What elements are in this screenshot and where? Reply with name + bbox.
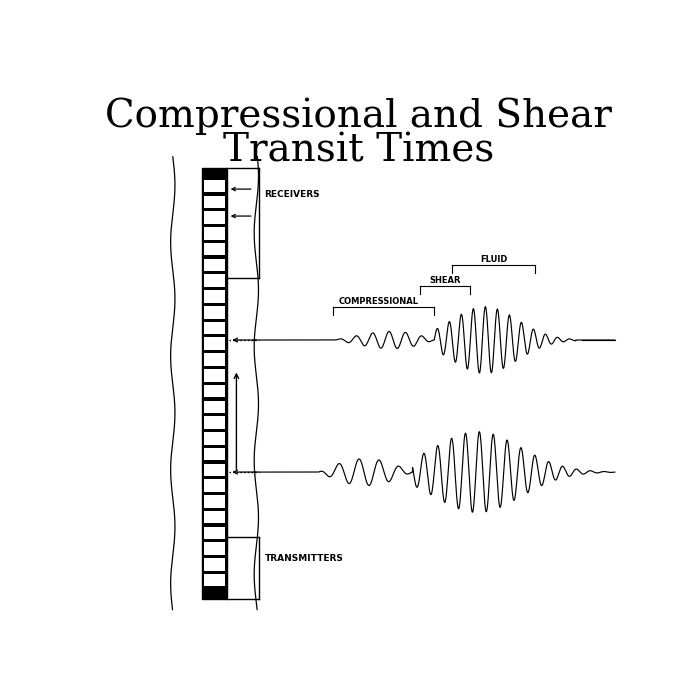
Bar: [204, 243, 225, 256]
Bar: [202, 167, 227, 598]
Bar: [204, 211, 225, 224]
Bar: [204, 480, 225, 492]
Bar: [204, 385, 225, 398]
Text: RECEIVERS: RECEIVERS: [265, 190, 320, 199]
Bar: [204, 354, 225, 366]
Bar: [204, 526, 225, 539]
Bar: [204, 400, 225, 413]
Bar: [204, 369, 225, 382]
Bar: [204, 196, 225, 208]
Bar: [204, 416, 225, 429]
Bar: [204, 432, 225, 444]
Bar: [204, 511, 225, 524]
Bar: [204, 542, 225, 555]
Text: Compressional and Shear: Compressional and Shear: [105, 97, 612, 135]
Text: COMPRESSIONAL: COMPRESSIONAL: [338, 297, 419, 306]
Bar: [204, 274, 225, 287]
Bar: [204, 558, 225, 570]
Bar: [204, 180, 225, 193]
Bar: [204, 574, 225, 587]
Text: FLUID: FLUID: [480, 255, 508, 264]
Bar: [204, 448, 225, 461]
Text: TRANSMITTERS: TRANSMITTERS: [265, 554, 343, 563]
Bar: [204, 463, 225, 476]
Bar: [204, 322, 225, 335]
Bar: [204, 228, 225, 239]
Bar: [204, 495, 225, 508]
Text: SHEAR: SHEAR: [429, 276, 461, 284]
Bar: [204, 337, 225, 350]
Bar: [204, 306, 225, 318]
Text: Transit Times: Transit Times: [223, 132, 494, 169]
Bar: [204, 259, 225, 271]
Bar: [204, 290, 225, 303]
